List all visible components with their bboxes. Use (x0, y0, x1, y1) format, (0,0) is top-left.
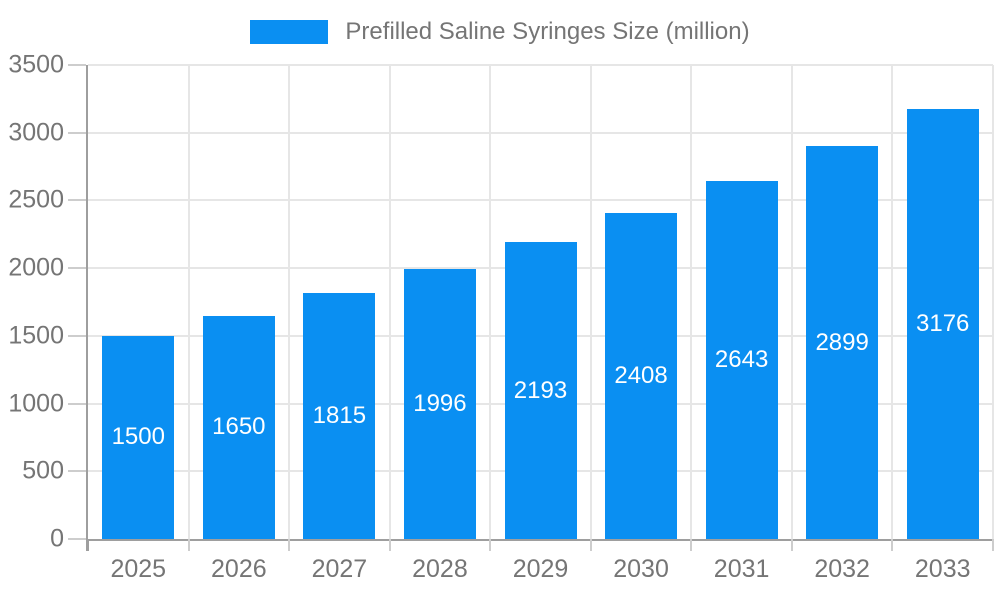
bar[interactable]: 2193 (504, 242, 577, 539)
y-tick-mark (68, 538, 86, 540)
x-gridline (891, 65, 894, 539)
x-gridline (690, 65, 693, 539)
x-gridline (187, 65, 190, 539)
x-axis-label: 2031 (713, 555, 770, 583)
bar-value-label: 1996 (413, 389, 467, 417)
plot-area: 0 500 1000 1500 2000 2500 3000 3500 1500 2025 1650… (8, 52, 994, 582)
y-tick-mark (68, 267, 86, 270)
x-tick-mark (891, 539, 894, 551)
y-gridline (88, 64, 993, 66)
bar[interactable]: 1500 (102, 335, 175, 539)
bar[interactable]: 3176 (906, 108, 979, 539)
bar[interactable]: 1815 (303, 293, 376, 539)
legend-item[interactable]: Prefilled Saline Syringes Size (million) (0, 17, 1000, 47)
x-axis-label: 2029 (512, 555, 569, 583)
y-tick-mark (68, 402, 86, 405)
x-tick-mark (589, 539, 592, 551)
y-gridline (88, 199, 993, 202)
bar-value-label: 1815 (312, 402, 367, 430)
x-gridline (288, 65, 291, 539)
y-axis-label: 2000 (8, 253, 64, 282)
legend-label: Prefilled Saline Syringes Size (million) (345, 18, 750, 45)
y-axis-label: 0 (50, 524, 64, 553)
y-axis-label: 3000 (8, 118, 64, 147)
y-axis-label: 1000 (8, 389, 64, 418)
bar[interactable]: 2899 (806, 146, 879, 539)
bar-value-label: 1500 (111, 423, 165, 451)
y-tick-mark (68, 199, 86, 202)
bar[interactable]: 2408 (605, 212, 678, 539)
y-axis-label: 500 (22, 456, 64, 485)
bar[interactable]: 1996 (403, 268, 476, 539)
bar-value-label: 2643 (714, 346, 769, 374)
x-tick-mark (187, 539, 190, 551)
legend-swatch-icon (250, 20, 329, 44)
x-gridline (489, 65, 492, 539)
x-axis-label: 2033 (914, 555, 971, 583)
y-gridline (88, 131, 993, 134)
y-axis-line (86, 65, 88, 551)
x-axis-label: 2028 (412, 555, 468, 583)
x-tick-mark (992, 539, 994, 551)
x-axis-line (86, 539, 993, 541)
x-tick-mark (288, 539, 291, 551)
x-tick-mark (790, 539, 793, 551)
bar-value-label: 2408 (614, 361, 668, 389)
x-axis-label: 2027 (311, 555, 368, 583)
y-tick-mark (68, 131, 86, 134)
x-gridline (992, 65, 994, 539)
x-axis-label: 2026 (211, 555, 267, 583)
x-gridline (589, 65, 592, 539)
y-tick-mark (68, 334, 86, 337)
bar-value-label: 3176 (916, 309, 970, 337)
y-axis-label: 3500 (8, 50, 64, 79)
x-tick-mark (87, 539, 89, 551)
bar-value-label: 2899 (815, 328, 869, 356)
x-tick-mark (388, 539, 391, 551)
bar-value-label: 2193 (513, 376, 568, 404)
y-tick-mark (68, 470, 86, 473)
x-axis-label: 2032 (814, 555, 870, 583)
x-tick-mark (690, 539, 693, 551)
x-gridline (790, 65, 793, 539)
x-gridline (388, 65, 391, 539)
x-axis-label: 2030 (613, 555, 669, 583)
bar[interactable]: 1650 (202, 315, 275, 539)
x-tick-mark (489, 539, 492, 551)
y-tick-mark (68, 64, 86, 66)
x-axis-label: 2025 (110, 555, 167, 583)
y-axis-label: 2500 (8, 185, 64, 214)
bar-value-label: 1650 (212, 413, 266, 441)
bar[interactable]: 2643 (705, 181, 778, 539)
y-axis-label: 1500 (8, 321, 64, 350)
